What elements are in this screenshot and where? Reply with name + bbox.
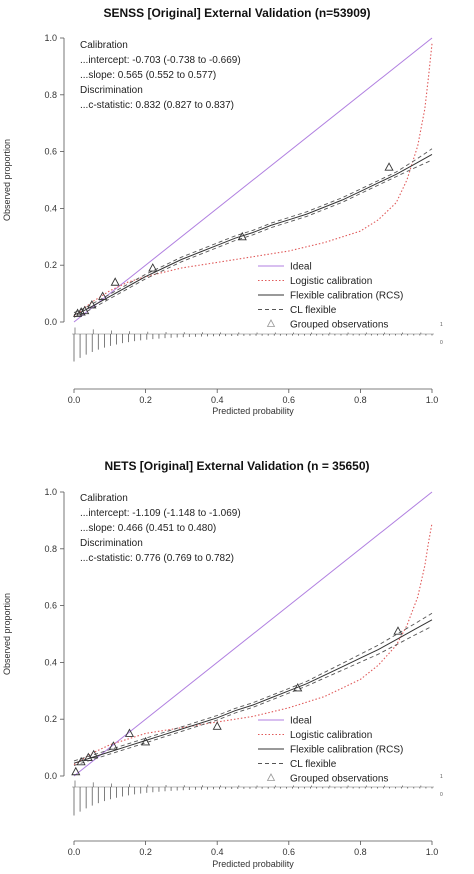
- cl-flexible-lower: [73, 159, 433, 318]
- stat-line-3: ...slope: 0.565 (0.552 to 0.577): [80, 70, 216, 81]
- y-tick-label: 0.2: [44, 260, 57, 270]
- stat-line-2: ...intercept: -0.703 (-0.738 to -0.669): [80, 55, 241, 66]
- y-tick-label: 0.0: [44, 317, 57, 327]
- grouped-observation-point: [110, 277, 120, 286]
- ideal-line: [73, 491, 433, 777]
- grouped-observation-point: [393, 626, 403, 635]
- flexible-calibration-curve: [73, 619, 433, 764]
- x-tick-label: 1.0: [426, 395, 439, 405]
- legend-label: CL flexible: [290, 759, 337, 770]
- rug-label-events: 1: [440, 322, 443, 328]
- legend-label: Grouped observations: [290, 774, 388, 785]
- grouped-observation-point: [98, 291, 108, 300]
- chart-title: SENSS [Original] External Validation (n=…: [103, 6, 370, 20]
- cl-flexible-lower: [73, 625, 433, 766]
- x-tick-label: 0.6: [283, 395, 296, 405]
- x-axis-label: Predicted probability: [212, 406, 294, 416]
- y-tick-label: 0.6: [44, 601, 57, 611]
- y-tick-label: 0.0: [44, 771, 57, 781]
- legend-label: Grouped observations: [290, 320, 388, 331]
- x-tick-label: 0.2: [139, 847, 152, 857]
- y-axis-label: Observed proportion: [2, 593, 12, 675]
- calibration-plot-1: SENSS [Original] External Validation (n=…: [2, 6, 443, 416]
- rug-label-nonevents: 0: [440, 792, 443, 798]
- grouped-observation-point: [384, 162, 394, 171]
- legend: Ideal Logistic calibration Flexible calibr…: [258, 716, 403, 785]
- grouped-observation-point: [87, 300, 97, 309]
- y-tick-label: 1.0: [44, 487, 57, 497]
- stat-line-3: ...slope: 0.466 (0.451 to 0.480): [80, 523, 216, 534]
- rug-label-events: 1: [440, 774, 443, 780]
- grouped-observation-point: [124, 728, 135, 737]
- logistic-calibration-curve: [73, 43, 433, 317]
- stat-line-5: ...c-statistic: 0.776 (0.769 to 0.782): [80, 553, 234, 564]
- x-tick-label: 0.0: [68, 395, 81, 405]
- legend-label: Ideal: [290, 262, 312, 273]
- legend-label: Logistic calibration: [290, 730, 372, 741]
- stat-line-5: ...c-statistic: 0.832 (0.827 to 0.837): [80, 100, 234, 111]
- grouped-observation-point: [80, 305, 90, 315]
- cl-flexible-upper: [73, 148, 433, 314]
- y-tick-label: 0.6: [44, 147, 57, 157]
- legend-label: Flexible calibration (RCS): [290, 291, 403, 302]
- x-tick-label: 0.4: [211, 847, 224, 857]
- grouped-observation-point: [148, 263, 158, 272]
- grouped-observation-point: [212, 721, 222, 730]
- stat-line-4: Discrimination: [80, 85, 143, 96]
- stat-line-2: ...intercept: -1.109 (-1.148 to -1.069): [80, 508, 241, 519]
- y-tick-label: 0.4: [44, 657, 57, 667]
- x-tick-label: 0.0: [68, 847, 81, 857]
- legend: Ideal Logistic calibration Flexible calibr…: [258, 262, 403, 331]
- grouped-observation-point: [71, 766, 81, 776]
- grouped-observation-point: [89, 749, 99, 759]
- legend-label: CL flexible: [290, 305, 337, 316]
- chart-title: NETS [Original] External Validation (n =…: [104, 459, 369, 473]
- grouped-observation-point: [141, 736, 151, 746]
- stat-line-1: Calibration: [80, 40, 128, 51]
- y-tick-label: 1.0: [44, 33, 57, 43]
- grouped-observation-point: [293, 683, 303, 692]
- grouped-observation-point: [76, 307, 86, 316]
- x-tick-label: 1.0: [426, 847, 439, 857]
- legend-triangle-icon: [266, 773, 276, 781]
- x-tick-label: 0.8: [354, 395, 367, 405]
- grouped-observation-point: [237, 231, 247, 241]
- x-tick-label: 0.2: [139, 395, 152, 405]
- grouped-observation-point: [108, 741, 118, 750]
- x-tick-label: 0.4: [211, 395, 224, 405]
- x-tick-label: 0.6: [283, 847, 296, 857]
- y-tick-label: 0.8: [44, 90, 57, 100]
- grouped-observation-point: [76, 756, 86, 766]
- legend-label: Ideal: [290, 716, 312, 727]
- grouped-observation-point: [73, 308, 83, 317]
- stat-line-1: Calibration: [80, 493, 128, 504]
- stat-line-4: Discrimination: [80, 538, 143, 549]
- legend-label: Flexible calibration (RCS): [290, 745, 403, 756]
- rug-label-nonevents: 0: [440, 340, 443, 346]
- x-tick-label: 0.8: [354, 847, 367, 857]
- legend-triangle-icon: [266, 319, 276, 327]
- x-axis-label: Predicted probability: [212, 859, 294, 869]
- y-axis-label: Observed proportion: [2, 139, 12, 221]
- y-tick-label: 0.2: [44, 714, 57, 724]
- legend-label: Logistic calibration: [290, 276, 372, 287]
- y-tick-label: 0.8: [44, 544, 57, 554]
- y-tick-label: 0.4: [44, 203, 57, 213]
- calibration-plot-2: NETS [Original] External Validation (n =…: [2, 459, 443, 869]
- ideal-line: [73, 37, 433, 323]
